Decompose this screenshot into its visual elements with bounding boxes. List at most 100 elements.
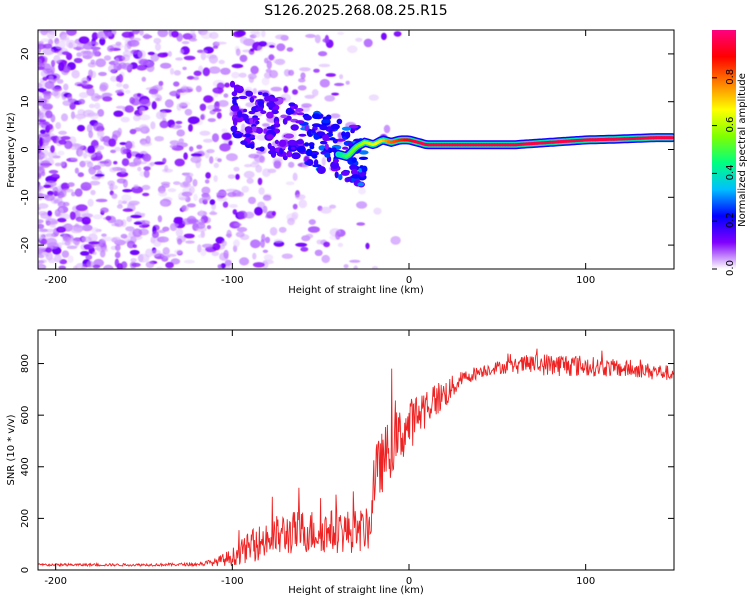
noise-blob <box>198 197 204 204</box>
noise-blob <box>155 43 161 51</box>
noise-blob <box>87 153 96 158</box>
noise-blob <box>197 49 204 53</box>
y-tick-label: 0 <box>20 567 31 573</box>
noise-blob <box>116 178 126 184</box>
noise-blob <box>73 265 78 269</box>
structure-blob <box>259 146 265 152</box>
noise-blob <box>56 79 64 84</box>
noise-blob <box>145 261 155 268</box>
structure-blob <box>336 118 343 125</box>
noise-blob <box>81 236 92 243</box>
noise-blob <box>162 157 167 164</box>
noise-blob <box>90 59 96 65</box>
noise-blob <box>281 253 293 259</box>
noise-blob <box>291 211 299 220</box>
noise-blob <box>209 199 216 206</box>
noise-blob <box>216 112 222 119</box>
x-tick-label: -100 <box>221 576 244 587</box>
noise-blob <box>305 34 316 38</box>
noise-blob <box>227 191 237 198</box>
snr-x-ticks: -200 -100 0 100 <box>44 330 595 587</box>
transition-structure <box>229 80 369 188</box>
structure-blob <box>342 146 349 150</box>
noise-blob <box>88 103 95 109</box>
noise-blob <box>167 51 172 57</box>
structure-blob <box>244 126 253 133</box>
noise-blob <box>205 172 211 179</box>
structure-blob <box>255 120 260 125</box>
structure-blob <box>230 125 238 132</box>
noise-blob <box>264 236 271 244</box>
noise-blob <box>273 238 283 243</box>
noise-blob <box>38 96 43 101</box>
structure-blob <box>262 92 269 97</box>
noise-blob <box>96 247 108 252</box>
noise-blob <box>225 265 232 269</box>
structure-blob <box>345 131 351 139</box>
noise-blob <box>169 223 178 232</box>
noise-blob <box>231 63 244 69</box>
noise-blob <box>38 166 45 175</box>
noise-blob <box>262 249 269 253</box>
noise-blob <box>262 260 269 269</box>
noise-blob <box>206 149 215 154</box>
noise-blob <box>182 66 187 71</box>
noise-blob <box>38 88 47 92</box>
noise-blob <box>38 124 47 129</box>
noise-blob <box>108 31 113 37</box>
colorbar-tick-label: 0.0 <box>725 260 736 276</box>
noise-blob <box>300 246 309 252</box>
noise-blob <box>54 162 62 167</box>
noise-blob <box>173 181 181 186</box>
structure-blob <box>333 158 339 164</box>
noise-blob <box>183 233 195 239</box>
noise-blob <box>70 111 76 120</box>
x-tick-label: 0 <box>406 275 412 286</box>
noise-blob <box>101 236 113 242</box>
noise-blob <box>154 136 164 142</box>
noise-blob <box>55 40 66 50</box>
noise-blob <box>233 166 240 172</box>
noise-blob <box>181 205 189 212</box>
structure-blob <box>291 146 296 150</box>
noise-blob <box>145 135 151 145</box>
noise-blob <box>153 37 162 44</box>
colorbar-label: Normalized spectral amplitude <box>737 73 748 227</box>
noise-blob <box>248 196 256 205</box>
noise-blob <box>67 255 74 263</box>
noise-blob <box>182 33 193 40</box>
structure-blob <box>266 111 274 119</box>
noise-blob <box>89 180 101 186</box>
noise-blob <box>72 237 81 246</box>
noise-blob <box>273 160 282 169</box>
noise-blob <box>76 43 84 48</box>
noise-blob <box>44 134 52 143</box>
noise-blob <box>224 259 232 267</box>
noise-blob <box>186 203 196 208</box>
noise-blob <box>288 161 295 168</box>
structure-blob <box>304 124 309 132</box>
noise-blob <box>239 257 250 266</box>
structure-blob <box>270 150 277 158</box>
noise-blob <box>99 37 106 46</box>
noise-blob <box>248 153 260 159</box>
structure-blob <box>330 123 340 130</box>
noise-blob <box>38 211 48 216</box>
noise-blob <box>76 52 83 57</box>
noise-blob <box>222 201 229 208</box>
structure-blob <box>296 112 305 116</box>
noise-blob <box>69 211 76 220</box>
noise-blob <box>55 122 62 130</box>
noise-blob <box>119 142 127 146</box>
noise-blob <box>122 83 129 90</box>
noise-blob <box>192 76 200 81</box>
noise-blob <box>45 247 52 253</box>
structure-blob <box>306 159 314 166</box>
noise-blob <box>201 194 211 201</box>
noise-blob <box>299 67 311 72</box>
heatmap-x-label: Height of straight line (km) <box>288 285 424 296</box>
noise-blob <box>236 191 244 197</box>
noise-blob <box>81 224 93 232</box>
noise-blob <box>252 88 257 95</box>
noise-blob <box>193 70 202 77</box>
